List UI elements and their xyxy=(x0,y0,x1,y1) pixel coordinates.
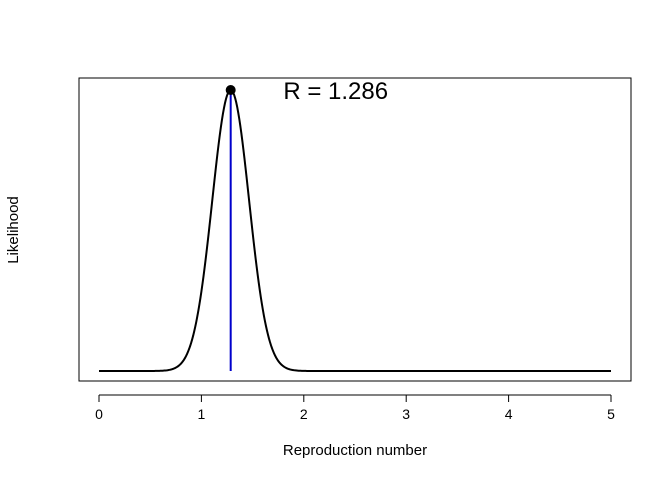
x-tick-label: 2 xyxy=(300,406,308,422)
plot-box xyxy=(78,77,632,382)
likelihood-curve xyxy=(99,89,611,372)
x-axis-label: Reproduction number xyxy=(283,442,427,459)
x-tick-label: 1 xyxy=(198,406,206,422)
x-tick-label: 0 xyxy=(95,406,103,422)
x-axis: 0 1 2 3 4 5 xyxy=(95,394,615,422)
peak-annotation: R = 1.286 xyxy=(283,78,388,105)
y-axis-label: Likelihood xyxy=(5,196,22,264)
x-tick-label: 5 xyxy=(607,406,615,422)
x-tick-label: 4 xyxy=(505,406,513,422)
x-tick-label: 3 xyxy=(402,406,410,422)
peak-marker xyxy=(225,85,236,95)
